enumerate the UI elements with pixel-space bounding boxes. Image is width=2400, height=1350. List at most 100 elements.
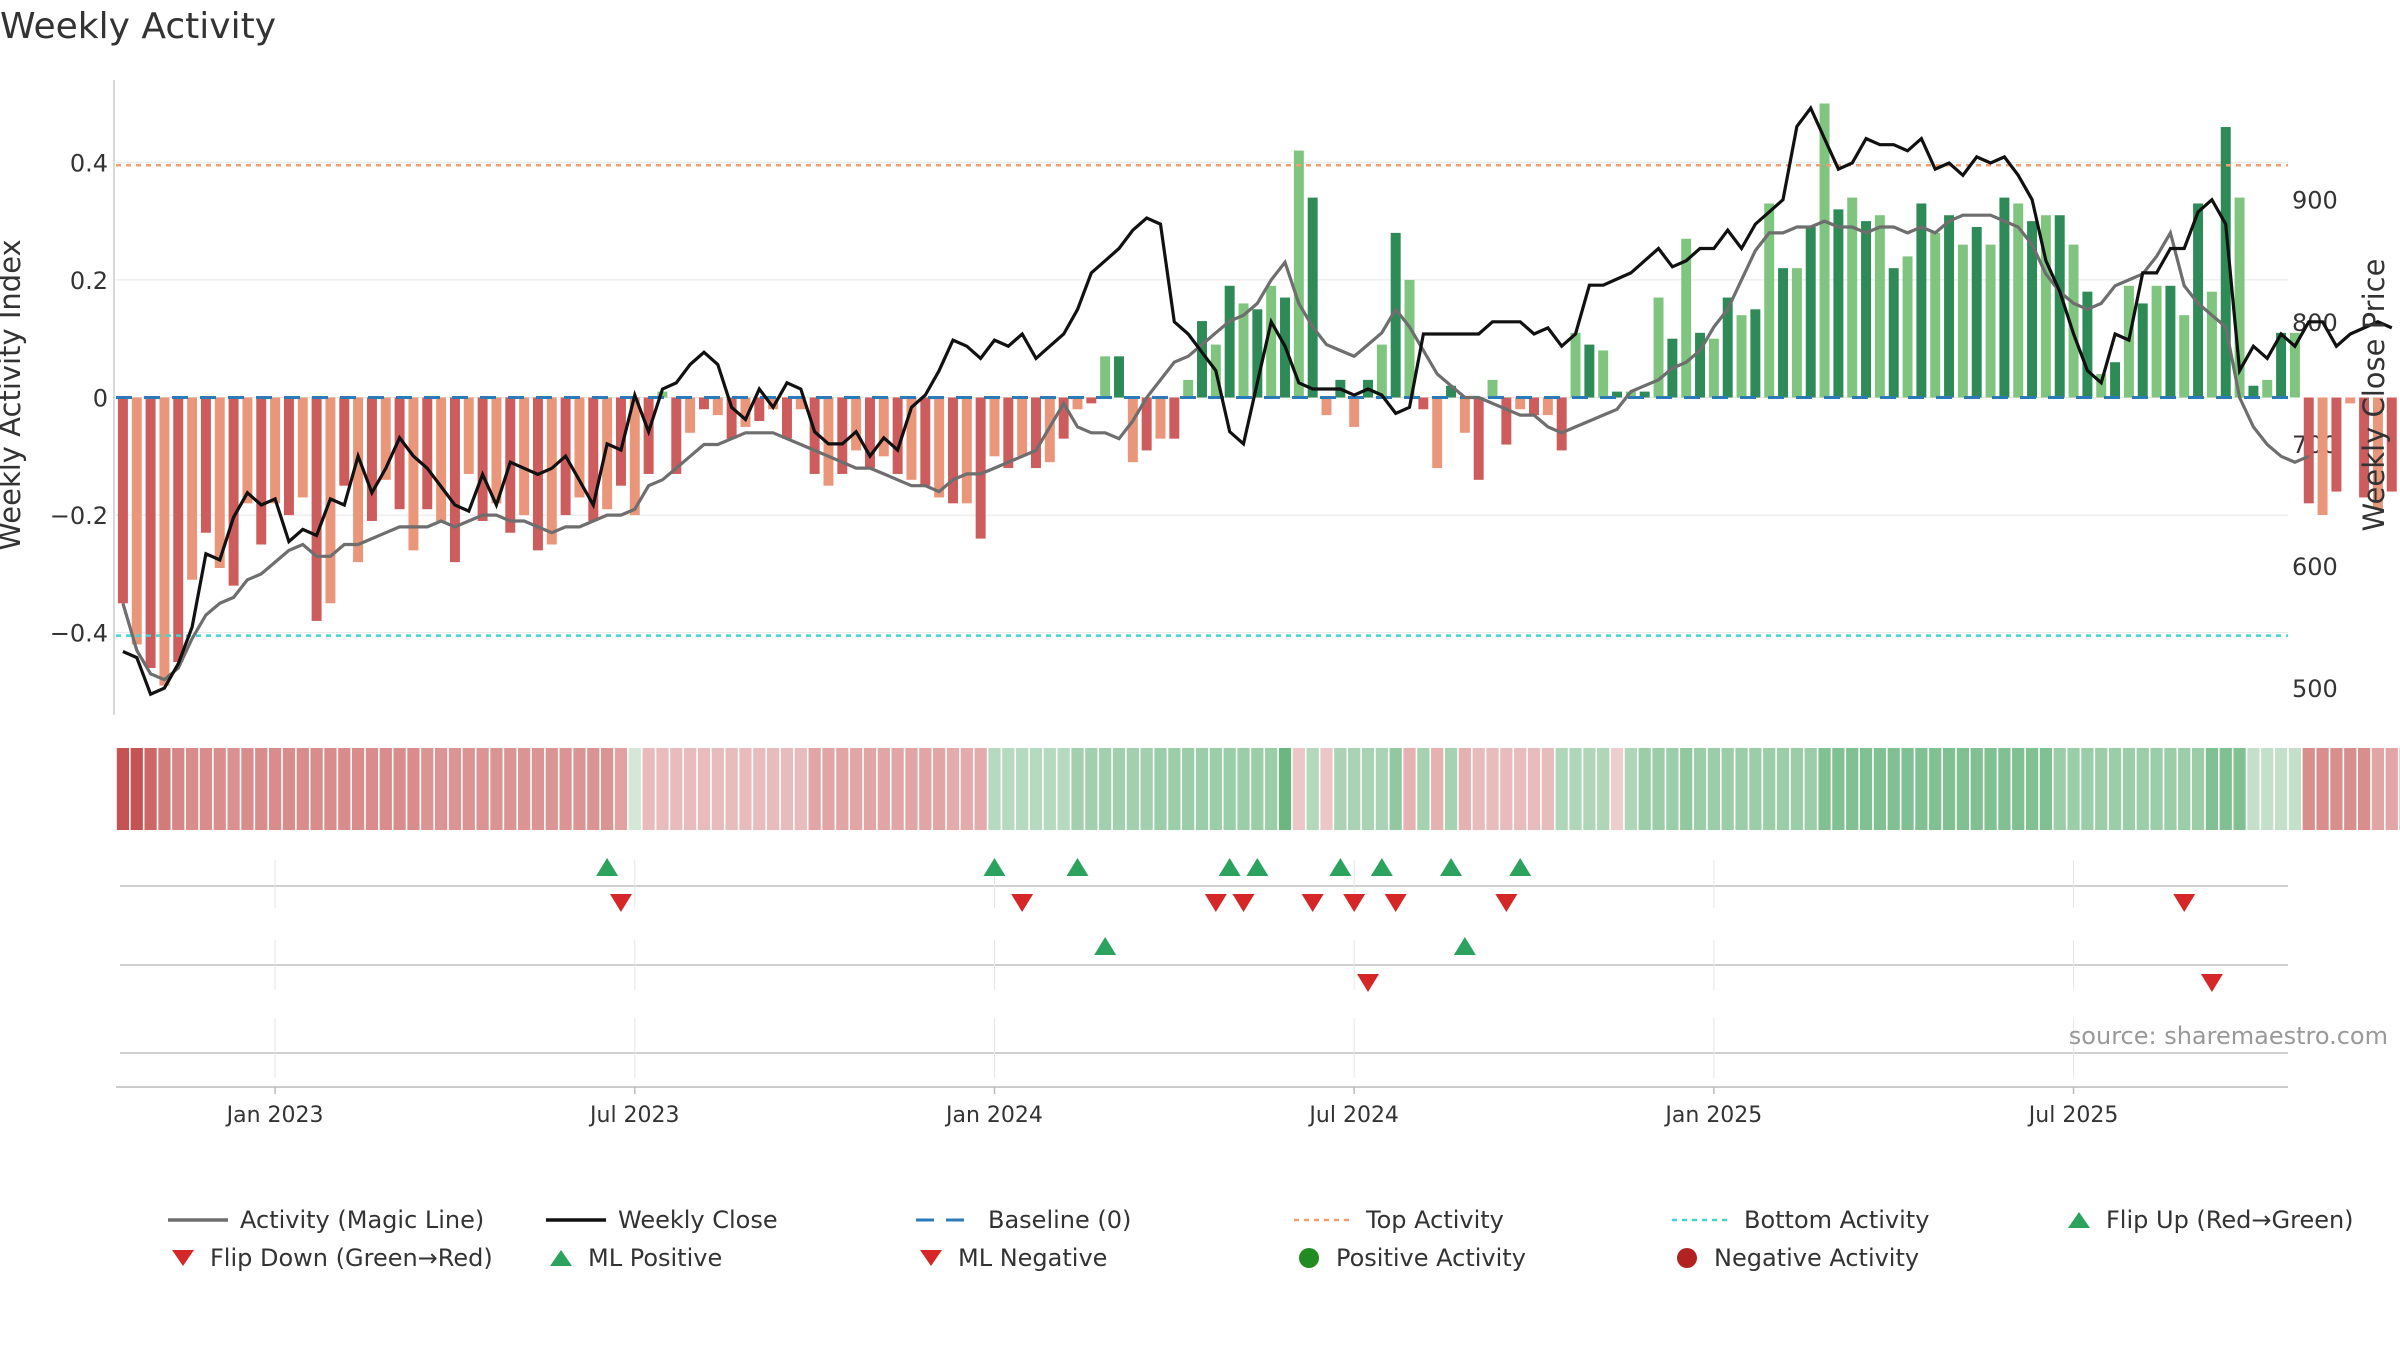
activity-bar — [1612, 391, 1623, 398]
activity-strip-cell — [2191, 748, 2205, 830]
activity-bar — [2165, 285, 2176, 398]
activity-strip-cell — [1818, 748, 1831, 830]
activity-bar — [740, 397, 751, 427]
activity-bar — [1390, 232, 1401, 398]
activity-strip-cell — [1029, 748, 1043, 830]
y-tick-label: 0 — [93, 385, 108, 413]
activity-strip-cell — [2316, 748, 2329, 830]
activity-strip-cell — [753, 748, 766, 830]
activity-bar — [1584, 344, 1595, 398]
legend-label: ML Positive — [588, 1244, 723, 1272]
activity-strip-cell — [130, 748, 143, 830]
activity-strip-cell — [504, 748, 517, 830]
activity-strip-cell — [393, 748, 406, 830]
activity-bar — [1418, 397, 1429, 410]
activity-strip-cell — [780, 748, 794, 830]
activity-bar — [2248, 385, 2259, 398]
activity-strip-cell — [1763, 748, 1776, 830]
activity-bar — [1708, 338, 1719, 398]
activity-bar — [1086, 397, 1097, 404]
activity-strip-cell — [587, 748, 600, 830]
activity-bar — [1833, 209, 1844, 398]
activity-strip-cell — [946, 748, 960, 830]
activity-strip-cell — [158, 748, 171, 830]
flip-up-marker — [983, 858, 1006, 876]
activity-strip-cell — [1154, 748, 1167, 830]
activity-strip-cell — [185, 748, 199, 830]
activity-bar — [1681, 238, 1692, 398]
activity-strip-cell — [1085, 748, 1098, 830]
activity-strip-cell — [1569, 748, 1582, 830]
activity-strip-cell — [573, 748, 586, 830]
activity-bar — [2137, 303, 2148, 398]
activity-bar — [864, 397, 875, 469]
activity-bar — [1293, 150, 1304, 398]
activity-strip-cell — [255, 748, 268, 830]
activity-bar — [2220, 127, 2231, 398]
activity-strip-cell — [1873, 748, 1887, 830]
activity-bar — [989, 397, 1000, 457]
activity-bar — [1598, 350, 1609, 398]
activity-strip-cell — [172, 748, 185, 830]
activity-bar — [353, 397, 364, 563]
legend-label: Activity (Magic Line) — [240, 1206, 485, 1234]
activity-strip-cell — [1278, 748, 1292, 830]
activity-bar — [1224, 285, 1235, 398]
activity-strip-cell — [199, 748, 213, 830]
y-tick-label: 0.2 — [70, 267, 108, 295]
activity-bar — [1404, 279, 1415, 398]
activity-bar — [1238, 303, 1249, 398]
activity-bar — [463, 397, 474, 474]
legend-item: ML Positive — [546, 1242, 722, 1274]
activity-bar — [837, 397, 848, 474]
activity-bar — [1321, 397, 1332, 416]
activity-bar — [574, 397, 585, 498]
activity-bar — [1542, 397, 1553, 416]
activity-bar — [491, 397, 502, 504]
activity-strip-cell — [1071, 748, 1084, 830]
activity-strip-cell — [1057, 748, 1070, 830]
activity-strip-cell — [517, 748, 531, 830]
activity-strip-cell — [1555, 748, 1568, 830]
activity-strip-cell — [2344, 748, 2357, 830]
activity-strip-cell — [1652, 748, 1665, 830]
activity-strip-cell — [2025, 748, 2039, 830]
activity-strip-cell — [1804, 748, 1817, 830]
flip-signals-panel — [120, 858, 2288, 912]
empty-signal-panel — [120, 1018, 2288, 1078]
activity-bar — [1266, 285, 1277, 398]
activity-strip-cell — [268, 748, 282, 830]
activity-bar — [2331, 397, 2342, 492]
activity-bar — [629, 397, 640, 516]
flip-down-marker — [1301, 894, 1324, 912]
activity-bar — [892, 397, 903, 474]
activity-bar — [1722, 297, 1733, 398]
activity-bar — [2193, 203, 2204, 398]
activity-bar — [131, 397, 142, 645]
activity-bar — [1971, 226, 1982, 398]
activity-strip-cell — [1306, 748, 1319, 830]
activity-strip-cell — [2302, 748, 2315, 830]
chart-title: Weekly Activity — [0, 6, 276, 47]
activity-bar — [228, 397, 239, 586]
activity-strip-cell — [1375, 748, 1388, 830]
activity-bar — [2317, 397, 2328, 516]
activity-bar — [449, 397, 460, 563]
activity-strip-cell — [684, 748, 697, 830]
flip-down-marker — [1384, 894, 1407, 912]
flip-up-marker — [1246, 858, 1269, 876]
activity-bar — [1930, 232, 1941, 398]
y2-tick-label: 700 — [2292, 431, 2338, 459]
activity-bar — [1791, 268, 1802, 398]
ml-negative-marker — [1357, 974, 1380, 992]
activity-bar — [1446, 385, 1456, 398]
activity-strip-cell — [1251, 748, 1264, 830]
activity-strip-cell — [1776, 748, 1790, 830]
magic-line — [121, 213, 2310, 682]
activity-strip-cell — [656, 748, 669, 830]
activity-strip-cell — [642, 748, 655, 830]
flip-down-marker — [1011, 894, 1034, 912]
activity-strip-cell — [434, 748, 448, 830]
activity-strip-cell — [1929, 748, 1942, 830]
